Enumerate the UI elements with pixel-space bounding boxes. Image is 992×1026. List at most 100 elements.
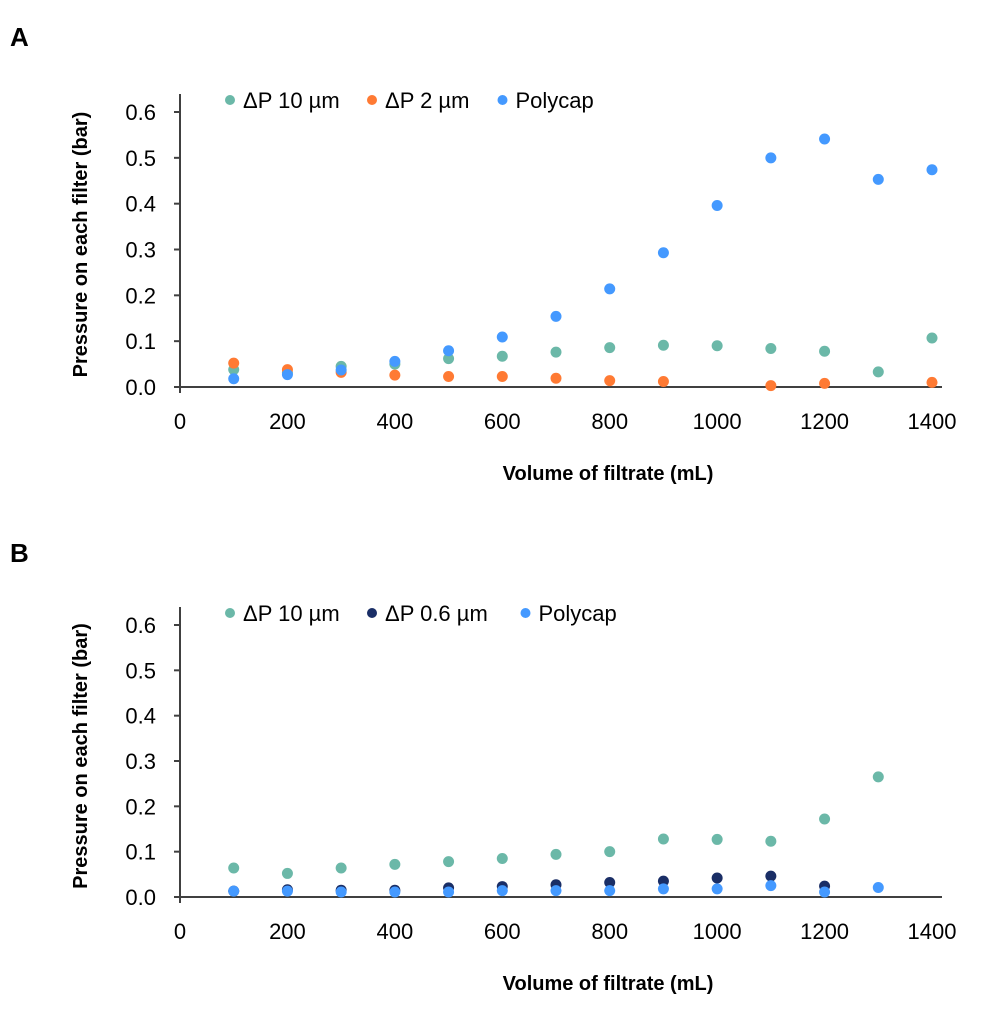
data-point	[443, 856, 455, 868]
data-point	[335, 886, 347, 898]
data-point	[872, 366, 884, 378]
data-point	[496, 852, 508, 864]
x-tick-label: 1000	[693, 919, 742, 944]
panel-label-b: B	[10, 538, 29, 568]
series--p-10-m	[228, 332, 938, 379]
data-point	[389, 886, 401, 898]
y-tick-label: 0.1	[125, 329, 156, 354]
series--p-10-m	[228, 771, 884, 879]
data-point	[872, 881, 884, 893]
legend-label: ΔP 0.6 µm	[385, 601, 488, 626]
x-tick-label: 0	[174, 409, 186, 434]
data-point	[819, 133, 831, 145]
data-point	[872, 771, 884, 783]
data-point	[604, 885, 616, 897]
x-axis-title: Volume of filtrate (mL)	[503, 973, 714, 995]
data-point	[335, 862, 347, 874]
x-tick-label: 600	[484, 919, 521, 944]
chart-b: 0.0 0.1 0.2 0.3 0.4 0.5 0.6 0 200 400 600 800 1000 12…	[70, 601, 957, 995]
data-point	[443, 370, 455, 382]
x-tick-label: 800	[591, 919, 628, 944]
data-point	[443, 345, 455, 357]
y-tick-label: 0.4	[125, 192, 156, 217]
y-tick-label: 0.1	[125, 840, 156, 865]
x-axis-title: Volume of filtrate (mL)	[503, 463, 714, 485]
series--p-0-6-m	[228, 870, 831, 897]
data-point	[765, 380, 777, 392]
data-point	[819, 345, 831, 357]
legend-marker-icon	[225, 608, 235, 618]
data-point	[443, 353, 455, 365]
data-point	[604, 876, 616, 888]
legend-marker-icon	[367, 95, 377, 105]
data-point	[550, 372, 562, 384]
legend-marker-icon	[520, 608, 531, 618]
data-point	[604, 375, 616, 387]
legend-label: ΔP 2 µm	[385, 88, 469, 113]
data-point	[281, 885, 293, 897]
data-point	[335, 364, 347, 376]
data-point	[389, 858, 401, 870]
data-point	[281, 867, 293, 879]
y-axis-title: Pressure on each filter (bar)	[70, 112, 92, 378]
y-axis-title: Pressure on each filter (bar)	[70, 623, 92, 889]
data-point	[389, 369, 401, 381]
legend-label: ΔP 10 µm	[243, 601, 340, 626]
data-point	[711, 340, 723, 352]
data-point	[228, 357, 240, 369]
series-polycap	[228, 880, 884, 898]
data-point	[819, 813, 831, 825]
data-point	[228, 373, 240, 385]
data-point	[872, 173, 884, 185]
data-point	[228, 885, 240, 897]
data-point	[657, 883, 669, 895]
data-point	[550, 346, 562, 358]
legend-marker-icon	[225, 95, 235, 105]
x-tick-label: 1000	[693, 409, 742, 434]
data-point	[657, 376, 669, 387]
y-tick-label: 0.0	[125, 885, 156, 910]
x-tick-label: 800	[591, 409, 628, 434]
data-point	[281, 369, 293, 381]
legend: ΔP 10 µm ΔP 0.6 µm Polycap	[225, 601, 617, 626]
data-point	[711, 872, 723, 884]
x-tick-label: 400	[376, 919, 413, 944]
x-tick-label: 0	[174, 919, 186, 944]
legend-marker-icon	[367, 608, 377, 618]
data-point	[550, 885, 562, 897]
data-point	[765, 870, 777, 882]
y-tick-label: 0.3	[125, 238, 156, 263]
data-point	[765, 835, 777, 847]
panel-label-a: A	[10, 22, 29, 52]
data-point	[765, 152, 777, 164]
y-tick-label: 0.5	[125, 146, 156, 171]
y-tick-label: 0.5	[125, 658, 156, 683]
data-point	[604, 846, 616, 858]
y-tick-label: 0.3	[125, 749, 156, 774]
data-point	[496, 331, 508, 343]
data-point	[496, 885, 508, 897]
legend-marker-icon	[497, 95, 508, 105]
y-tick-label: 0.2	[125, 794, 156, 819]
data-point	[604, 342, 616, 354]
data-point	[819, 377, 831, 389]
x-tick-label: 1200	[800, 409, 849, 434]
data-point	[926, 376, 938, 388]
y-tick-label: 0.6	[125, 613, 156, 638]
chart-a: 0.0 0.1 0.2 0.3 0.4 0.5 0.6 0 200 400 600 800 1000 12…	[70, 88, 956, 485]
data-point	[711, 883, 723, 895]
data-point	[550, 310, 562, 322]
y-tick-label: 0.6	[125, 100, 156, 125]
data-point	[389, 355, 401, 367]
data-point	[765, 343, 777, 354]
data-point	[496, 350, 508, 362]
x-tick-label: 600	[484, 409, 521, 434]
legend-label: Polycap	[539, 601, 617, 626]
series-polycap	[228, 133, 938, 385]
data-point	[496, 370, 508, 382]
data-point	[443, 886, 455, 898]
data-point	[765, 880, 777, 892]
x-tick-label: 1400	[908, 919, 957, 944]
data-point	[228, 862, 240, 874]
data-point	[657, 247, 669, 259]
